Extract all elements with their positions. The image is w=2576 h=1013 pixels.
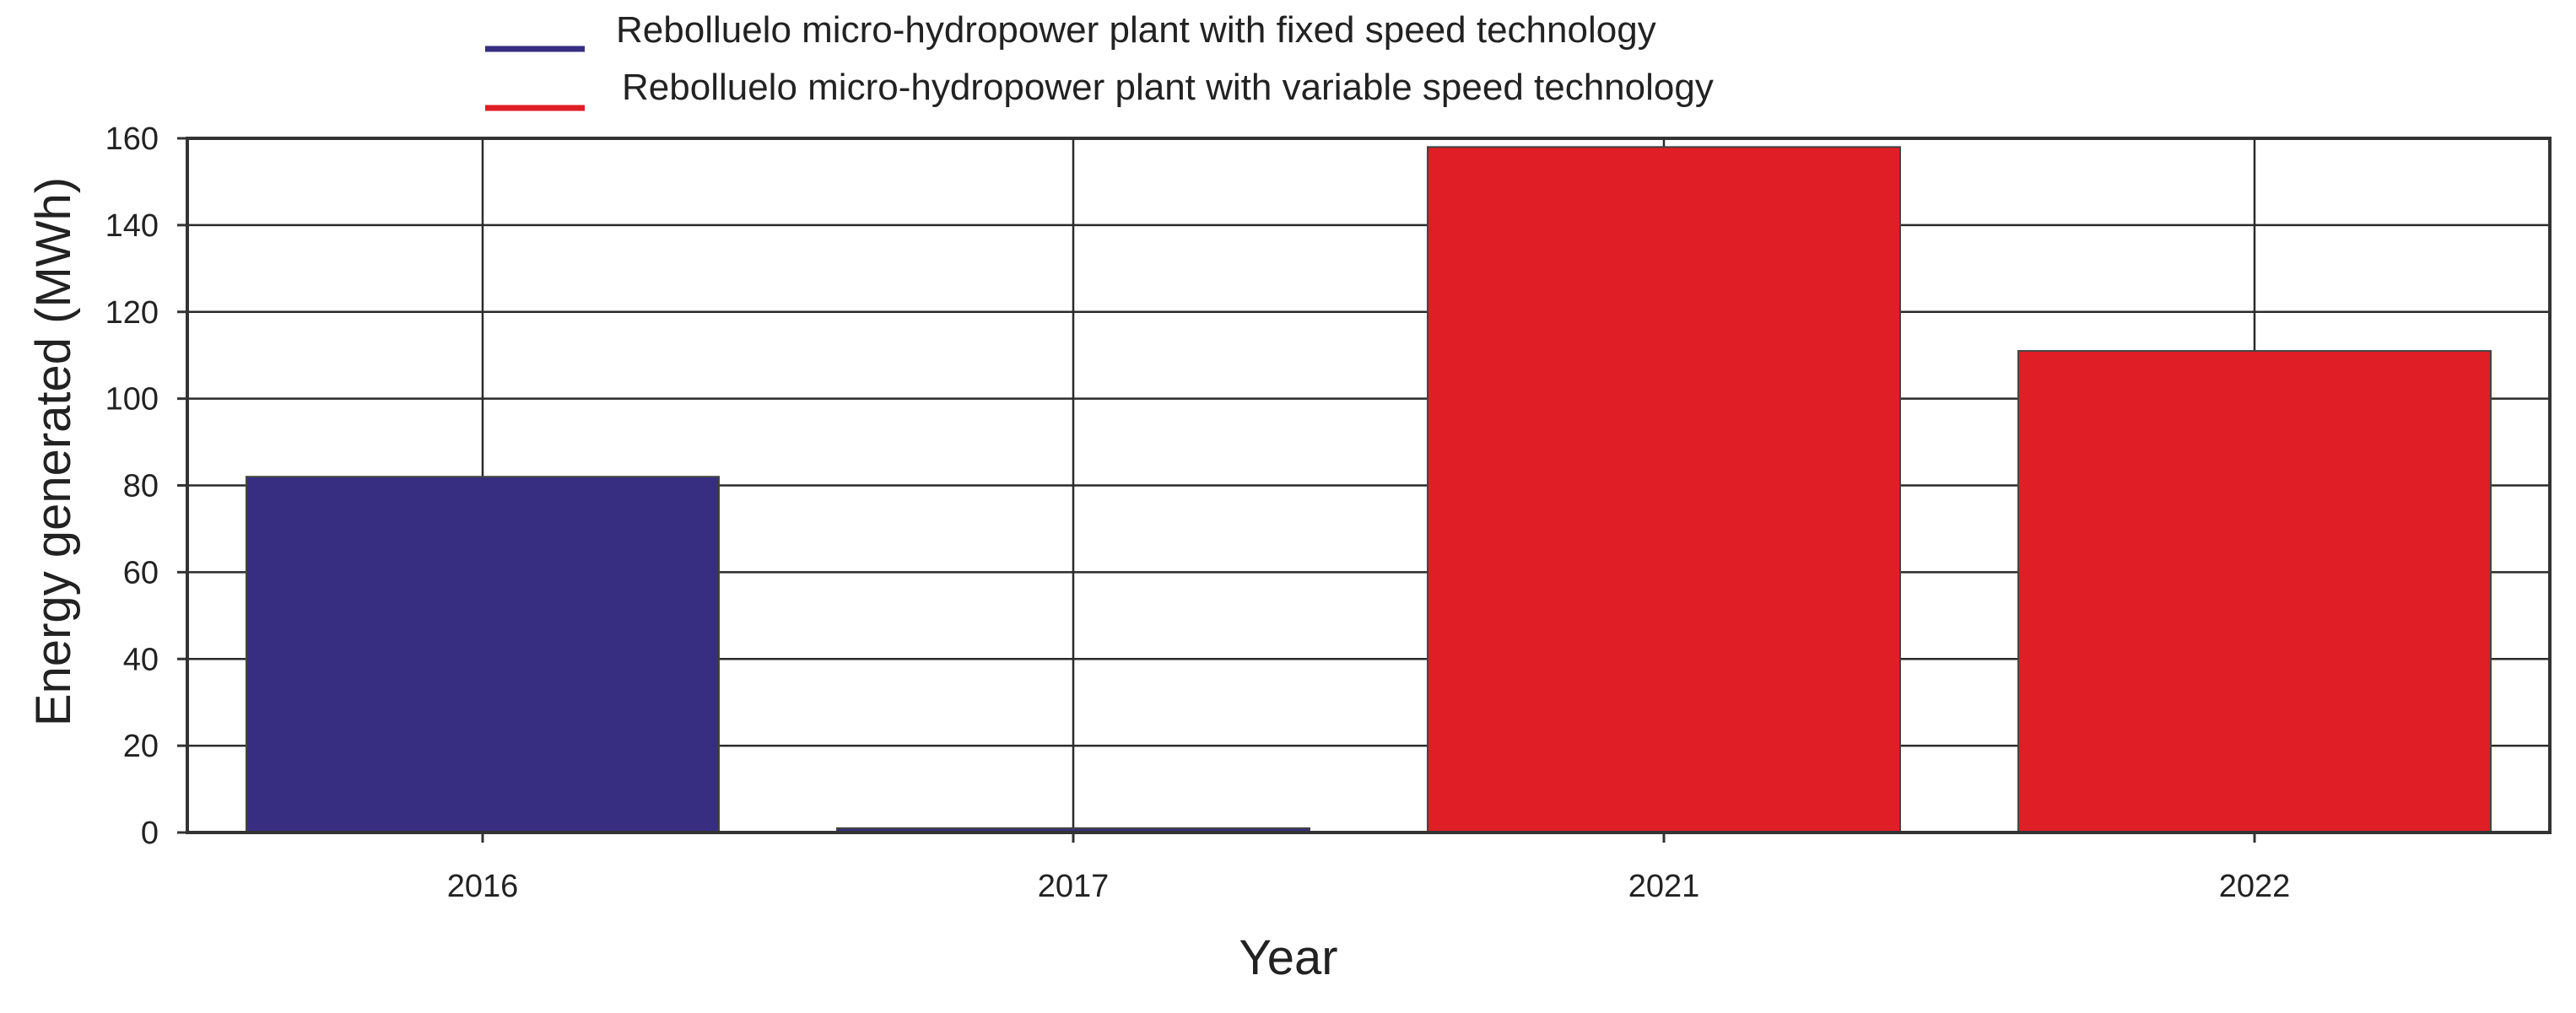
bar-2021 (1427, 146, 1901, 834)
y-axis-ticks: 0 20 40 60 80 100 120 140 160 (105, 121, 187, 851)
y-tick-label: 20 (123, 729, 159, 764)
y-tick-label: 0 (141, 816, 159, 851)
y-tick-label: 80 (123, 469, 159, 504)
y-tick-label: 60 (123, 555, 159, 590)
x-tick-label: 2022 (2219, 869, 2291, 904)
legend-label: Rebolluelo micro-hydropower plant with v… (622, 67, 1714, 108)
x-axis-ticks: 2016 2017 2021 2022 (447, 832, 2291, 904)
y-tick-label: 100 (105, 382, 159, 418)
bar-2022 (2017, 350, 2492, 833)
x-tick-label: 2016 (447, 869, 519, 904)
legend-label: Rebolluelo micro-hydropower plant with f… (616, 9, 1656, 51)
x-tick-label: 2017 (1038, 869, 1110, 904)
y-axis-label: Energy generated (MWh) (26, 177, 81, 726)
bars (246, 146, 2492, 834)
y-tick-label: 40 (123, 642, 159, 677)
y-tick-label: 120 (105, 295, 159, 331)
x-tick-label: 2021 (1628, 869, 1700, 904)
y-tick-label: 160 (105, 121, 159, 157)
legend: Rebolluelo micro-hydropower plant with f… (485, 9, 1714, 111)
x-axis-label: Year (1239, 930, 1337, 985)
y-tick-label: 140 (105, 208, 159, 244)
bar-2016 (246, 476, 720, 834)
